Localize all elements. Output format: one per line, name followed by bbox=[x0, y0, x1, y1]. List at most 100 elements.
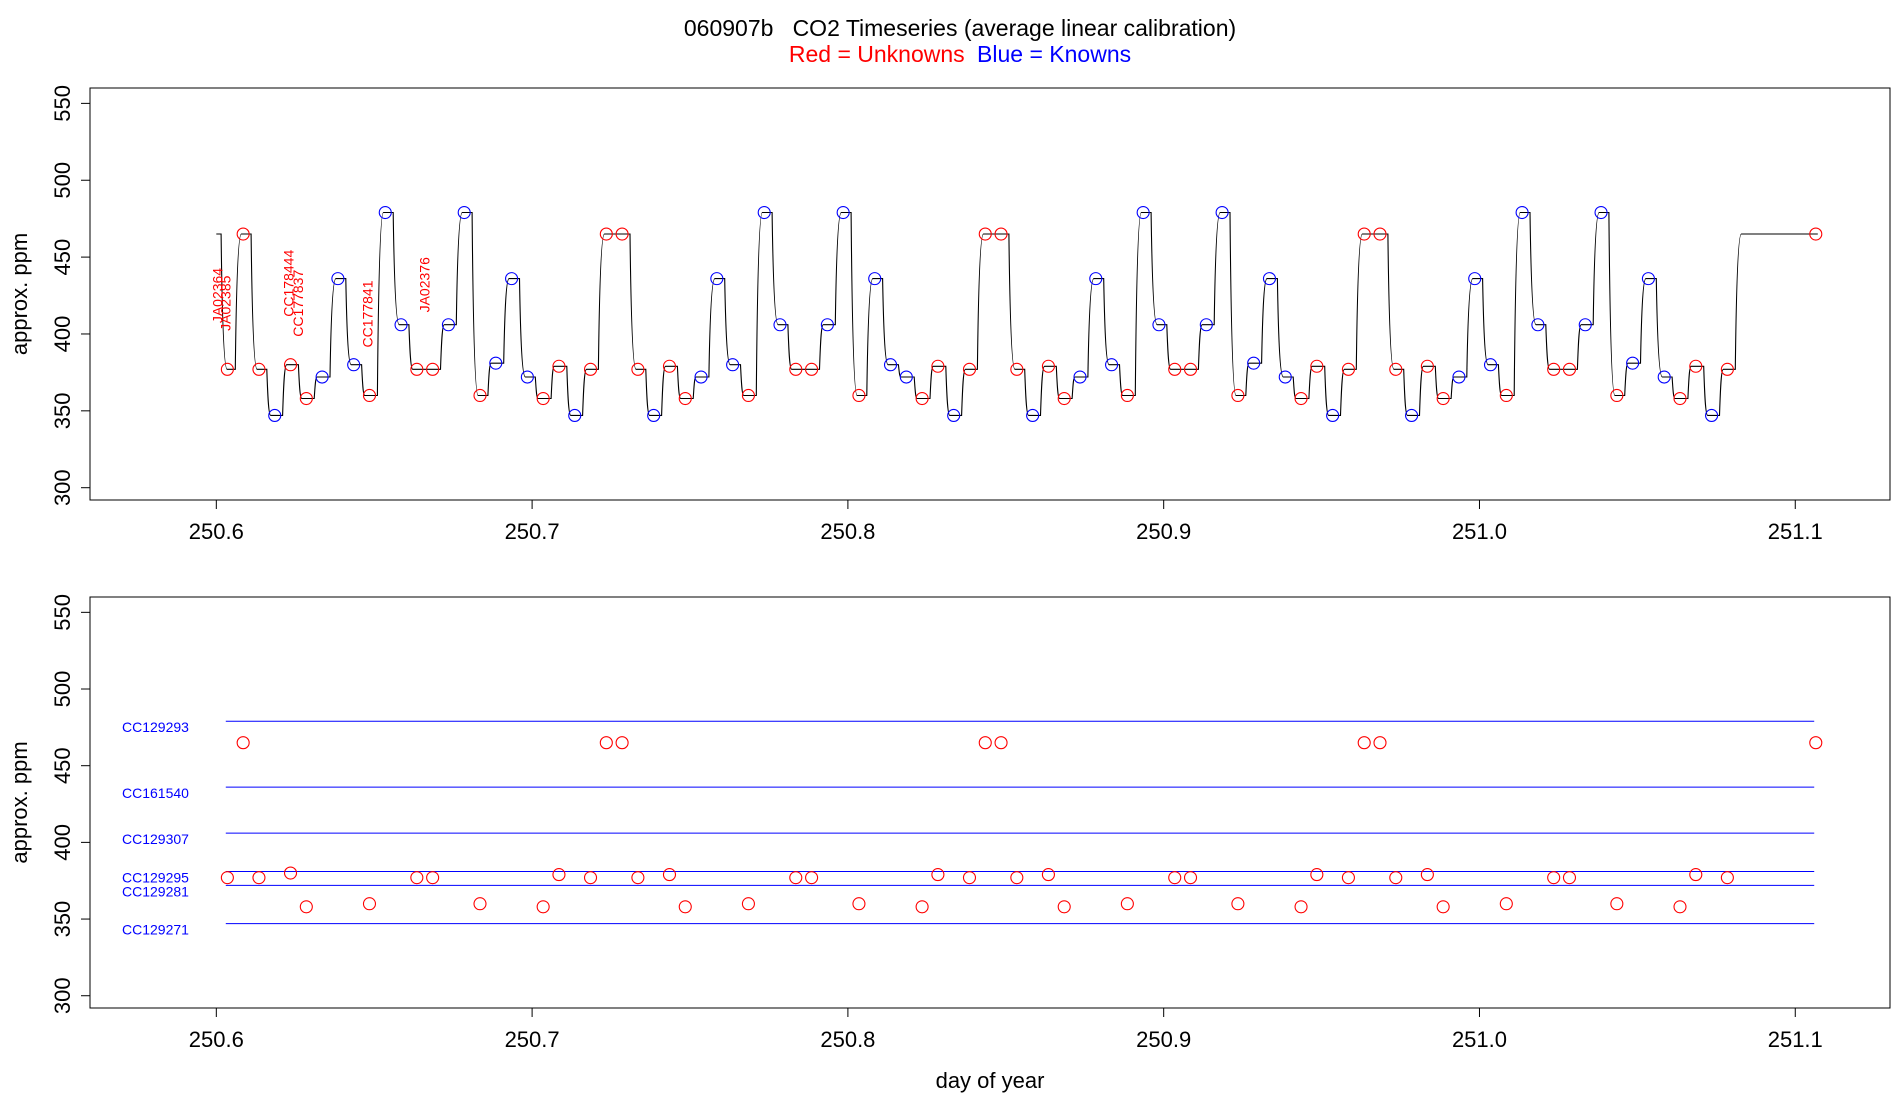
unknown-point bbox=[362, 897, 377, 911]
unknown-point bbox=[994, 227, 1008, 241]
unknown-point bbox=[789, 362, 803, 376]
known-point bbox=[1405, 408, 1419, 422]
unknown-point bbox=[1610, 897, 1624, 911]
unknown-point bbox=[1689, 868, 1703, 882]
unknown-point bbox=[915, 900, 929, 914]
sample-annotation: CC177841 bbox=[360, 280, 376, 347]
x-axis-label: day of year bbox=[936, 1068, 1045, 1093]
unknown-point bbox=[1041, 868, 1055, 882]
unknown-point bbox=[662, 868, 677, 882]
known-point bbox=[757, 205, 771, 220]
timeseries-panel: 300 350 400 450 500 550 250.6 250.7 250.8 250.9 25… bbox=[7, 85, 1891, 544]
known-point bbox=[1657, 370, 1671, 384]
y-tick-label: 350 bbox=[50, 392, 75, 429]
y-tick-label: 300 bbox=[50, 469, 75, 506]
known-point bbox=[315, 370, 329, 384]
y-tick-label: 350 bbox=[50, 901, 75, 938]
x-tick-label: 250.8 bbox=[820, 519, 875, 544]
reference-label: CC161540 bbox=[122, 785, 189, 801]
unknown-point bbox=[410, 871, 424, 885]
unknown-point bbox=[978, 227, 992, 241]
unknown-point bbox=[1294, 391, 1308, 406]
unknown-point bbox=[1183, 871, 1198, 885]
unknown-point bbox=[978, 736, 992, 750]
chart-subtitle: Red = Unknowns Blue = Knowns bbox=[789, 41, 1131, 67]
known-point bbox=[568, 408, 582, 422]
reference-label: CC129293 bbox=[122, 719, 189, 735]
unknown-point bbox=[473, 388, 487, 403]
sample-annotation: JA02385 bbox=[218, 275, 234, 330]
unknown-point bbox=[1547, 362, 1561, 376]
unknown-point bbox=[220, 362, 234, 376]
unknown-point bbox=[299, 900, 313, 914]
unknown-point bbox=[473, 897, 487, 911]
x-tick-label: 250.7 bbox=[505, 1027, 560, 1052]
x-tick-label: 251.1 bbox=[1768, 519, 1823, 544]
unknown-point bbox=[1720, 871, 1734, 885]
unknown-point bbox=[805, 362, 819, 376]
unknown-point bbox=[1183, 362, 1198, 376]
known-point bbox=[947, 408, 961, 422]
known-point bbox=[1262, 272, 1277, 286]
x-tick-label: 250.9 bbox=[1136, 519, 1191, 544]
unknown-point bbox=[599, 736, 613, 750]
x-tick-label: 250.7 bbox=[505, 519, 560, 544]
unknown-point bbox=[1373, 227, 1387, 241]
x-tick-label: 250.6 bbox=[189, 1027, 244, 1052]
sample-annotation: CC178444 bbox=[281, 250, 297, 317]
known-point bbox=[1199, 318, 1213, 332]
y-axis-label: approx. ppm bbox=[7, 233, 32, 355]
reference-label: CC129281 bbox=[122, 883, 189, 899]
known-point bbox=[1215, 205, 1229, 220]
known-point bbox=[868, 272, 882, 286]
unknown-point bbox=[410, 362, 424, 376]
unknown-point bbox=[1809, 736, 1823, 750]
known-point bbox=[520, 370, 534, 384]
unknown-point bbox=[552, 359, 566, 373]
unknown-point bbox=[1357, 227, 1371, 241]
y-tick-label: 450 bbox=[50, 747, 75, 784]
unknown-point bbox=[1499, 388, 1513, 403]
x-tick-label: 251.0 bbox=[1452, 1027, 1507, 1052]
plot-frame bbox=[89, 596, 1891, 1009]
unknown-point bbox=[615, 736, 629, 750]
unknown-point bbox=[1041, 359, 1055, 373]
unknown-point bbox=[283, 866, 298, 880]
sample-annotation: JA02376 bbox=[416, 257, 432, 312]
unknown-point bbox=[1673, 900, 1687, 914]
unknown-point bbox=[1357, 736, 1371, 750]
reference-label: CC129307 bbox=[122, 831, 189, 847]
y-tick-label: 500 bbox=[50, 162, 75, 199]
x-tick-label: 251.0 bbox=[1452, 519, 1507, 544]
unknown-point bbox=[362, 388, 377, 403]
plot-area bbox=[220, 720, 1823, 925]
unknown-point bbox=[1310, 359, 1324, 373]
unknown-point bbox=[741, 388, 755, 403]
unknown-point bbox=[1341, 362, 1355, 376]
unknown-point bbox=[1689, 359, 1703, 373]
legend-unknowns: Red = Unknowns bbox=[789, 41, 965, 67]
known-point bbox=[647, 408, 661, 422]
x-tick-label: 250.9 bbox=[1136, 1027, 1191, 1052]
unknown-point bbox=[962, 871, 977, 885]
known-point bbox=[1278, 370, 1292, 384]
unknown-point bbox=[962, 362, 977, 376]
unknown-point bbox=[236, 227, 250, 241]
unknown-point bbox=[1389, 362, 1403, 376]
y-axis-label: approx. ppm bbox=[7, 741, 32, 863]
unknown-point bbox=[615, 227, 629, 241]
unknown-point bbox=[678, 391, 692, 406]
unknown-point bbox=[1057, 391, 1071, 406]
known-point bbox=[1594, 205, 1608, 220]
known-point bbox=[1073, 370, 1087, 384]
unknown-point bbox=[931, 868, 945, 882]
unknown-point bbox=[1231, 388, 1245, 403]
known-point bbox=[1089, 272, 1103, 286]
y-tick-label: 450 bbox=[50, 239, 75, 276]
known-point bbox=[268, 408, 282, 422]
unknown-point bbox=[1168, 871, 1182, 885]
legend-knowns: Blue = Knowns bbox=[977, 41, 1131, 67]
unknown-point bbox=[1294, 900, 1308, 914]
unknown-point bbox=[678, 900, 692, 914]
known-point bbox=[1452, 370, 1466, 384]
